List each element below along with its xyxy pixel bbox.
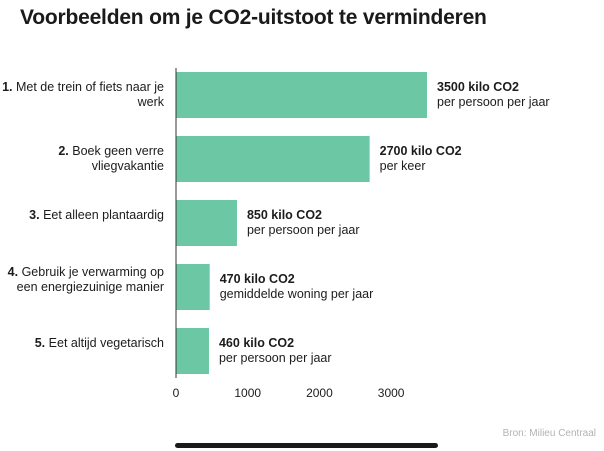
value-label-unit: per keer — [379, 159, 426, 173]
chart-title: Voorbeelden om je CO2-uitstoot te vermin… — [20, 6, 487, 29]
value-label-amount: 470 kilo CO2 — [219, 272, 295, 286]
value-label-4: 470 kilo CO2 gemiddelde woning per jaar — [220, 272, 374, 302]
value-label-unit: per persoon per jaar — [437, 95, 550, 109]
x-tick-label: 2000 — [306, 386, 333, 400]
value-label-2: 2700 kilo CO2 per keer — [380, 144, 462, 174]
x-tick-label: 1000 — [234, 386, 261, 400]
category-label-1: 1. Met de trein of fiets naar je werk — [2, 80, 164, 109]
value-label-amount: 3500 kilo CO2 — [437, 80, 519, 94]
value-label-1: 3500 kilo CO2 per persoon per jaar — [437, 80, 550, 110]
value-label-amount: 850 kilo CO2 — [246, 208, 322, 222]
category-label-2: 2. Boek geen verre vliegvakantie — [58, 144, 164, 173]
value-label-unit: per persoon per jaar — [246, 223, 360, 237]
value-label-3: 850 kilo CO2 per persoon per jaar — [247, 208, 360, 238]
bar-5 — [176, 328, 209, 374]
scroll-indicator[interactable] — [175, 443, 438, 448]
value-label-amount: 2700 kilo CO2 — [379, 144, 462, 158]
x-tick-label: 0 — [173, 386, 180, 400]
bar-2 — [176, 136, 370, 182]
value-label-unit: gemiddelde woning per jaar — [219, 287, 374, 301]
value-label-5: 460 kilo CO2 per persoon per jaar — [219, 336, 332, 366]
value-label-amount: 460 kilo CO2 — [218, 336, 295, 350]
category-label-5: 5. Eet altijd vegetarisch — [34, 336, 164, 350]
category-label-3: 3. Eet alleen plantaardig — [29, 208, 164, 222]
bar-1 — [176, 72, 427, 118]
value-label-unit: per persoon per jaar — [218, 351, 332, 365]
category-label-4: 4. Gebruik je verwarming op een energiez… — [7, 265, 164, 294]
bar-4 — [176, 264, 210, 310]
x-tick-label: 3000 — [378, 386, 405, 400]
bar-3 — [176, 200, 237, 246]
source-note: Bron: Milieu Centraal — [502, 428, 596, 439]
